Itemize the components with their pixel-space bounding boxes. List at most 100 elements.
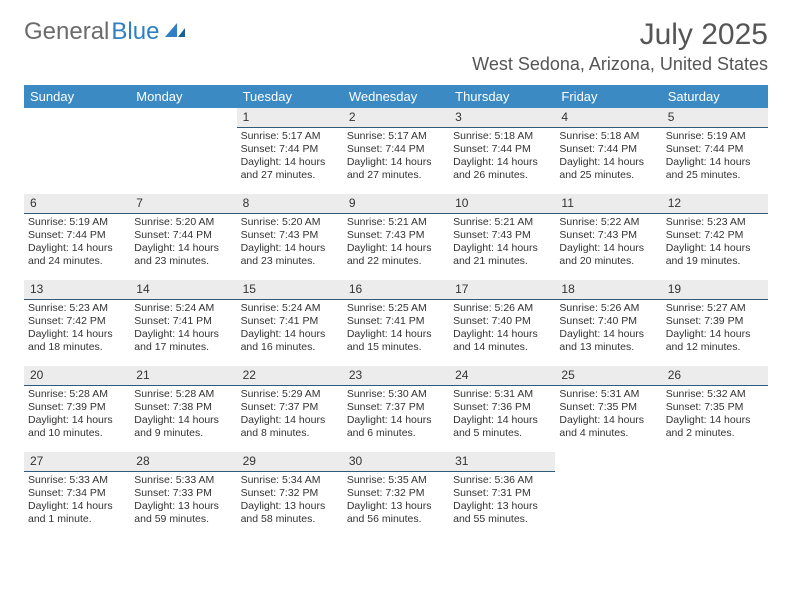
day-number: 18 bbox=[555, 280, 661, 300]
day-number: 3 bbox=[449, 108, 555, 128]
weekday-header: Tuesday bbox=[237, 85, 343, 108]
calendar-cell bbox=[662, 452, 768, 538]
day-details: Sunrise: 5:22 AMSunset: 7:43 PMDaylight:… bbox=[555, 214, 661, 273]
day-details: Sunrise: 5:18 AMSunset: 7:44 PMDaylight:… bbox=[449, 128, 555, 187]
calendar-cell: 17Sunrise: 5:26 AMSunset: 7:40 PMDayligh… bbox=[449, 280, 555, 366]
sunrise-line: Sunrise: 5:24 AM bbox=[134, 302, 232, 315]
calendar-cell: 14Sunrise: 5:24 AMSunset: 7:41 PMDayligh… bbox=[130, 280, 236, 366]
calendar-cell: 22Sunrise: 5:29 AMSunset: 7:37 PMDayligh… bbox=[237, 366, 343, 452]
calendar-table: SundayMondayTuesdayWednesdayThursdayFrid… bbox=[24, 85, 768, 538]
daylight-line: Daylight: 14 hours and 8 minutes. bbox=[241, 414, 339, 440]
day-details: Sunrise: 5:36 AMSunset: 7:31 PMDaylight:… bbox=[449, 472, 555, 531]
daylight-line: Daylight: 13 hours and 56 minutes. bbox=[347, 500, 445, 526]
brand-part1: General bbox=[24, 18, 109, 46]
sunset-line: Sunset: 7:43 PM bbox=[241, 229, 339, 242]
sunset-line: Sunset: 7:44 PM bbox=[347, 143, 445, 156]
day-details: Sunrise: 5:32 AMSunset: 7:35 PMDaylight:… bbox=[662, 386, 768, 445]
daylight-line: Daylight: 14 hours and 5 minutes. bbox=[453, 414, 551, 440]
calendar-cell: 30Sunrise: 5:35 AMSunset: 7:32 PMDayligh… bbox=[343, 452, 449, 538]
sunset-line: Sunset: 7:44 PM bbox=[28, 229, 126, 242]
calendar-cell: 1Sunrise: 5:17 AMSunset: 7:44 PMDaylight… bbox=[237, 108, 343, 194]
sunrise-line: Sunrise: 5:18 AM bbox=[453, 130, 551, 143]
sunrise-line: Sunrise: 5:17 AM bbox=[347, 130, 445, 143]
sunset-line: Sunset: 7:37 PM bbox=[241, 401, 339, 414]
day-number: 9 bbox=[343, 194, 449, 214]
calendar-cell: 10Sunrise: 5:21 AMSunset: 7:43 PMDayligh… bbox=[449, 194, 555, 280]
daylight-line: Daylight: 13 hours and 59 minutes. bbox=[134, 500, 232, 526]
weekday-header: Saturday bbox=[662, 85, 768, 108]
calendar-cell: 8 Sunrise: 5:20 AMSunset: 7:43 PMDaylight… bbox=[237, 194, 343, 280]
daylight-line: Daylight: 14 hours and 6 minutes. bbox=[347, 414, 445, 440]
calendar-cell: 4Sunrise: 5:18 AMSunset: 7:44 PMDaylight… bbox=[555, 108, 661, 194]
daylight-line: Daylight: 14 hours and 10 minutes. bbox=[28, 414, 126, 440]
day-number: 21 bbox=[130, 366, 236, 386]
day-number: 8 bbox=[237, 194, 343, 214]
sunrise-line: Sunrise: 5:19 AM bbox=[28, 216, 126, 229]
day-number: 27 bbox=[24, 452, 130, 472]
day-number: 22 bbox=[237, 366, 343, 386]
weekday-header: Thursday bbox=[449, 85, 555, 108]
sunset-line: Sunset: 7:44 PM bbox=[241, 143, 339, 156]
day-details: Sunrise: 5:33 AMSunset: 7:34 PMDaylight:… bbox=[24, 472, 130, 531]
day-details: Sunrise: 5:26 AMSunset: 7:40 PMDaylight:… bbox=[555, 300, 661, 359]
day-number: 17 bbox=[449, 280, 555, 300]
location: West Sedona, Arizona, United States bbox=[472, 54, 768, 75]
day-number: 29 bbox=[237, 452, 343, 472]
calendar-cell bbox=[130, 108, 236, 194]
day-details: Sunrise: 5:34 AMSunset: 7:32 PMDaylight:… bbox=[237, 472, 343, 531]
day-number: 10 bbox=[449, 194, 555, 214]
daylight-line: Daylight: 14 hours and 23 minutes. bbox=[241, 242, 339, 268]
day-details: Sunrise: 5:23 AMSunset: 7:42 PMDaylight:… bbox=[24, 300, 130, 359]
day-number: 11 bbox=[555, 194, 661, 214]
calendar-row: 1Sunrise: 5:17 AMSunset: 7:44 PMDaylight… bbox=[24, 108, 768, 194]
calendar-cell: 6Sunrise: 5:19 AMSunset: 7:44 PMDaylight… bbox=[24, 194, 130, 280]
day-details: Sunrise: 5:30 AMSunset: 7:37 PMDaylight:… bbox=[343, 386, 449, 445]
daylight-line: Daylight: 14 hours and 13 minutes. bbox=[559, 328, 657, 354]
sunrise-line: Sunrise: 5:20 AM bbox=[241, 216, 339, 229]
daylight-line: Daylight: 14 hours and 17 minutes. bbox=[134, 328, 232, 354]
daylight-line: Daylight: 14 hours and 14 minutes. bbox=[453, 328, 551, 354]
daylight-line: Daylight: 14 hours and 24 minutes. bbox=[28, 242, 126, 268]
sunrise-line: Sunrise: 5:29 AM bbox=[241, 388, 339, 401]
logo-sail-icon bbox=[163, 18, 187, 46]
sunrise-line: Sunrise: 5:25 AM bbox=[347, 302, 445, 315]
calendar-cell: 3Sunrise: 5:18 AMSunset: 7:44 PMDaylight… bbox=[449, 108, 555, 194]
day-number: 4 bbox=[555, 108, 661, 128]
day-details: Sunrise: 5:19 AMSunset: 7:44 PMDaylight:… bbox=[24, 214, 130, 273]
calendar-cell: 25Sunrise: 5:31 AMSunset: 7:35 PMDayligh… bbox=[555, 366, 661, 452]
calendar-row: 6Sunrise: 5:19 AMSunset: 7:44 PMDaylight… bbox=[24, 194, 768, 280]
sunset-line: Sunset: 7:31 PM bbox=[453, 487, 551, 500]
calendar-cell: 18Sunrise: 5:26 AMSunset: 7:40 PMDayligh… bbox=[555, 280, 661, 366]
sunset-line: Sunset: 7:43 PM bbox=[453, 229, 551, 242]
weekday-header: Friday bbox=[555, 85, 661, 108]
day-details: Sunrise: 5:33 AMSunset: 7:33 PMDaylight:… bbox=[130, 472, 236, 531]
sunrise-line: Sunrise: 5:34 AM bbox=[241, 474, 339, 487]
day-details: Sunrise: 5:29 AMSunset: 7:37 PMDaylight:… bbox=[237, 386, 343, 445]
day-details: Sunrise: 5:17 AMSunset: 7:44 PMDaylight:… bbox=[237, 128, 343, 187]
daylight-line: Daylight: 14 hours and 16 minutes. bbox=[241, 328, 339, 354]
daylight-line: Daylight: 14 hours and 21 minutes. bbox=[453, 242, 551, 268]
day-number: 25 bbox=[555, 366, 661, 386]
sunrise-line: Sunrise: 5:30 AM bbox=[347, 388, 445, 401]
calendar-cell: 12Sunrise: 5:23 AMSunset: 7:42 PMDayligh… bbox=[662, 194, 768, 280]
sunset-line: Sunset: 7:44 PM bbox=[559, 143, 657, 156]
day-number: 13 bbox=[24, 280, 130, 300]
sunrise-line: Sunrise: 5:21 AM bbox=[347, 216, 445, 229]
day-number: 23 bbox=[343, 366, 449, 386]
daylight-line: Daylight: 14 hours and 4 minutes. bbox=[559, 414, 657, 440]
day-number: 2 bbox=[343, 108, 449, 128]
sunrise-line: Sunrise: 5:18 AM bbox=[559, 130, 657, 143]
daylight-line: Daylight: 14 hours and 1 minute. bbox=[28, 500, 126, 526]
day-number: 14 bbox=[130, 280, 236, 300]
daylight-line: Daylight: 14 hours and 15 minutes. bbox=[347, 328, 445, 354]
calendar-cell: 29Sunrise: 5:34 AMSunset: 7:32 PMDayligh… bbox=[237, 452, 343, 538]
sunset-line: Sunset: 7:42 PM bbox=[28, 315, 126, 328]
daylight-line: Daylight: 14 hours and 27 minutes. bbox=[347, 156, 445, 182]
sunset-line: Sunset: 7:35 PM bbox=[666, 401, 764, 414]
weekday-header: Monday bbox=[130, 85, 236, 108]
sunset-line: Sunset: 7:32 PM bbox=[241, 487, 339, 500]
day-details: Sunrise: 5:21 AMSunset: 7:43 PMDaylight:… bbox=[343, 214, 449, 273]
day-details: Sunrise: 5:31 AMSunset: 7:36 PMDaylight:… bbox=[449, 386, 555, 445]
sunrise-line: Sunrise: 5:28 AM bbox=[134, 388, 232, 401]
sunrise-line: Sunrise: 5:23 AM bbox=[666, 216, 764, 229]
